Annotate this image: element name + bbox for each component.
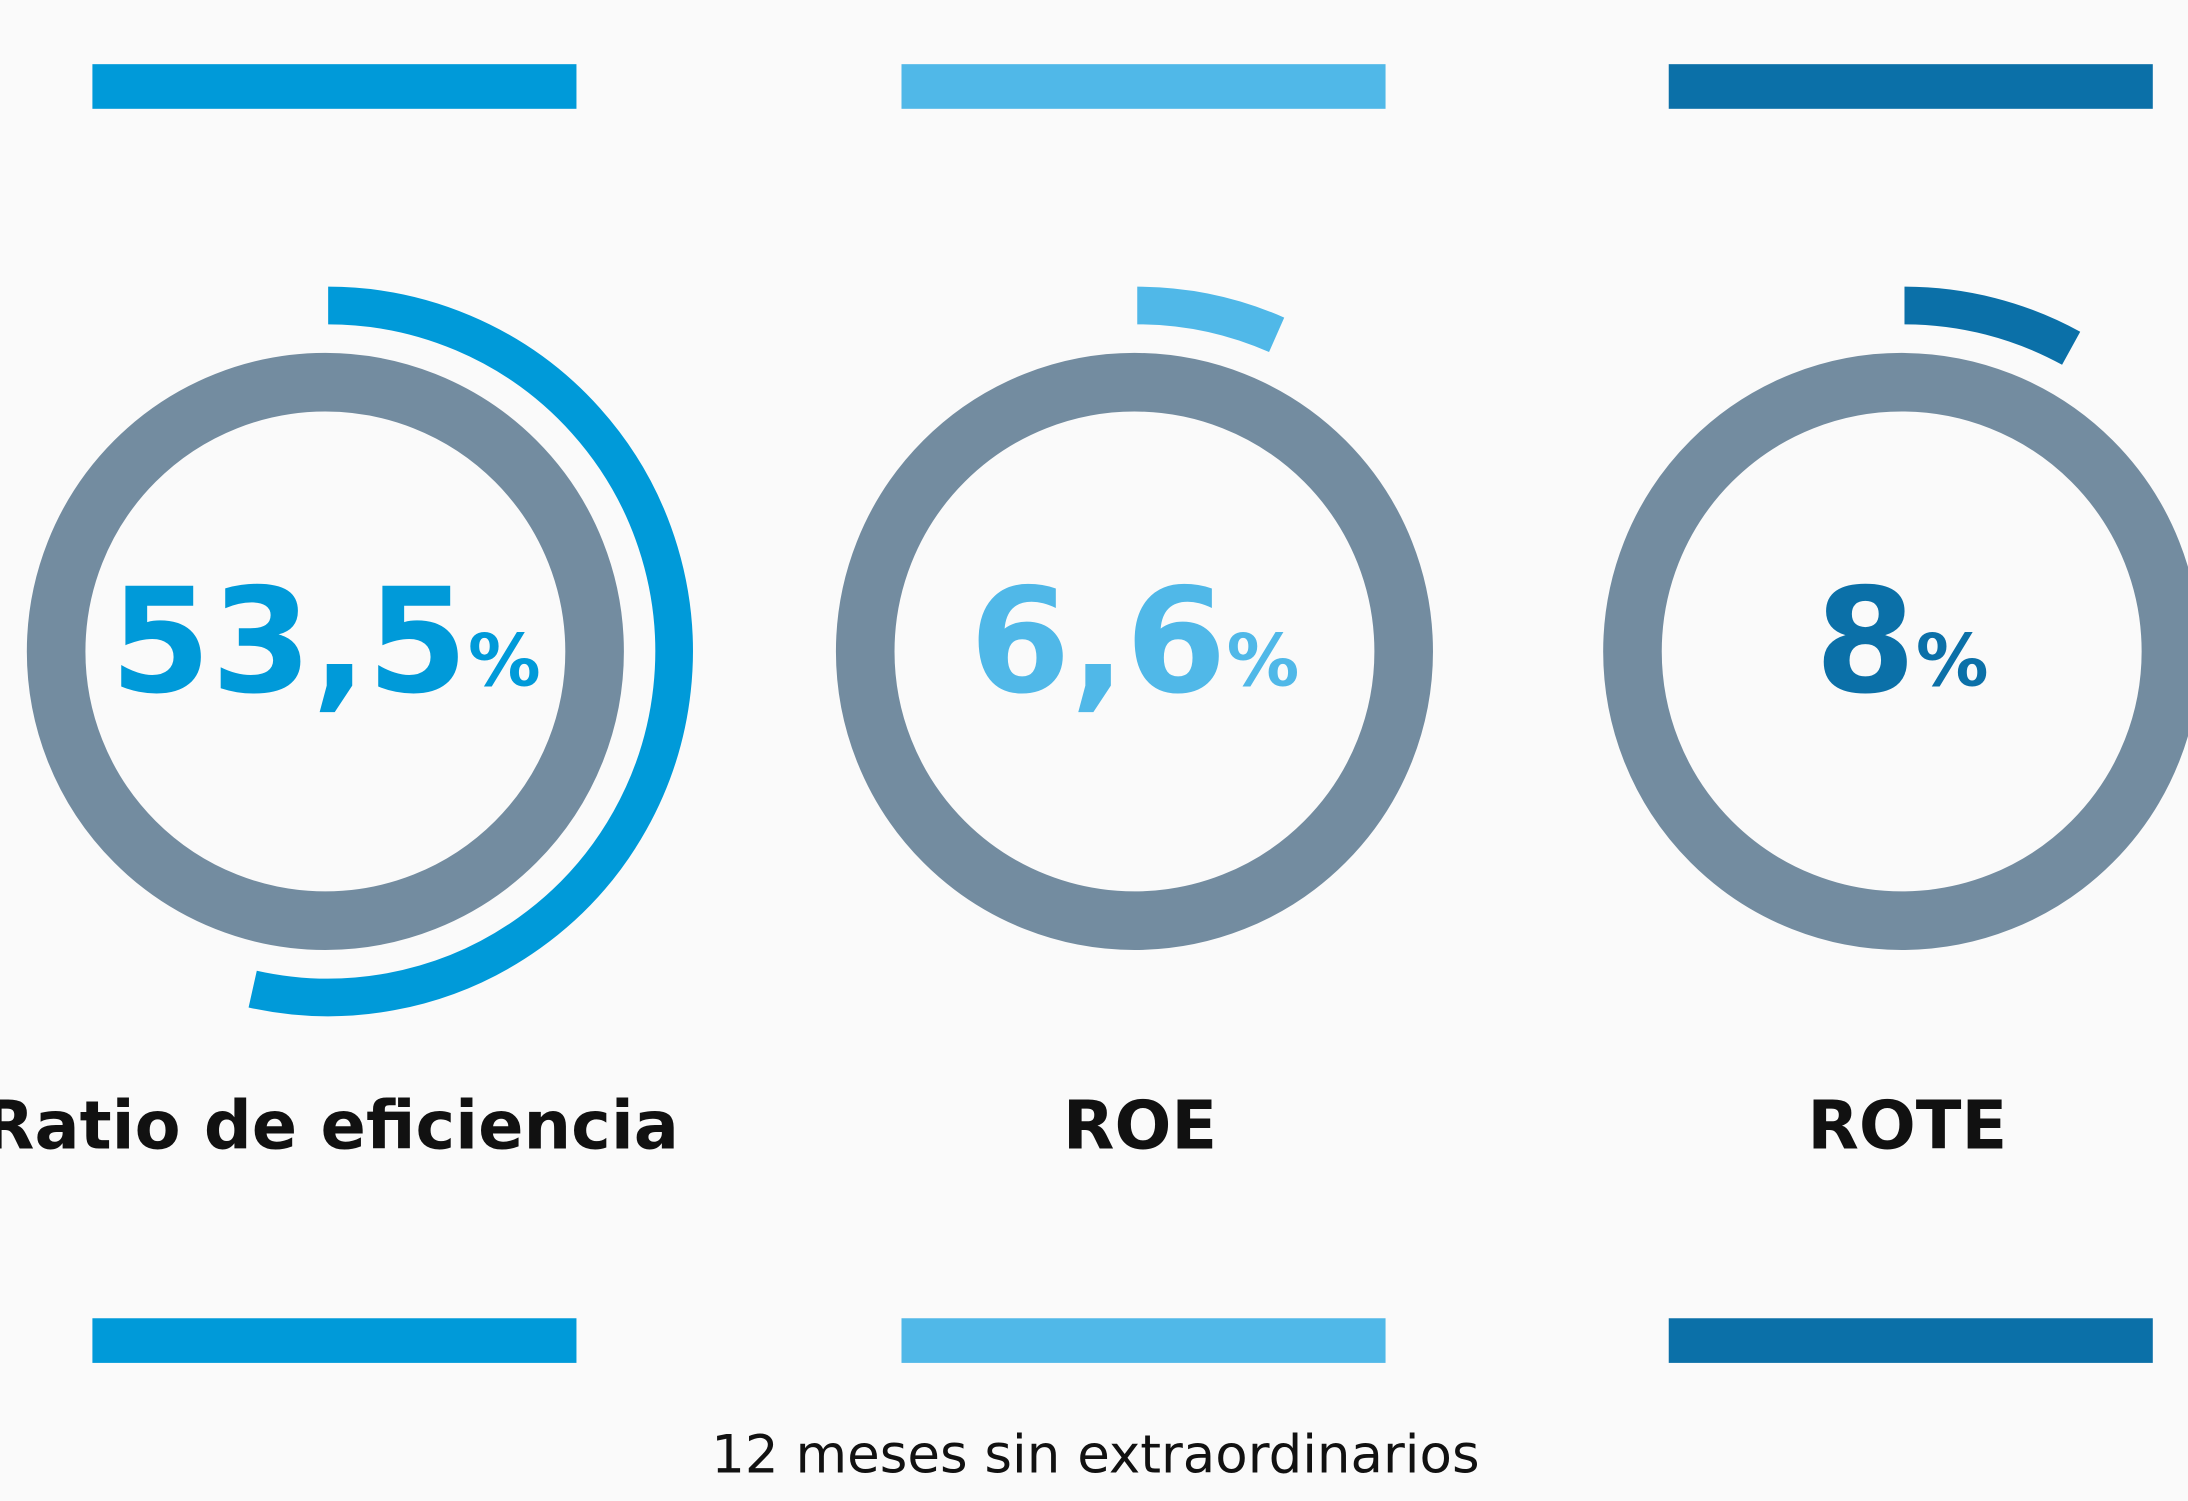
gauge-value: 8%: [1815, 557, 1989, 726]
gauge-ring: [1603, 353, 2188, 950]
value-unit: %: [1227, 619, 1300, 703]
value-number: 6,6: [970, 557, 1227, 726]
accent-bar: [92, 64, 577, 109]
footnote: 12 meses sin extraordinarios: [711, 1424, 1479, 1485]
gauge-title: Ratio de eficiencia: [0, 1086, 679, 1164]
gauge-arc: [1904, 286, 2081, 365]
gauge-ring: [835, 352, 1433, 950]
gauge-title: ROTE: [1807, 1086, 2007, 1164]
accent-bar: [901, 1318, 1386, 1363]
gauge-value: 53,5%: [110, 557, 541, 726]
accent-bar: [1668, 1318, 2153, 1363]
gauge-arc: [248, 286, 693, 1017]
accent-bar: [92, 1318, 577, 1363]
gauge-ring: [26, 352, 624, 950]
gauge-value: 6,6%: [970, 557, 1300, 726]
gauge-title: ROE: [1063, 1086, 1217, 1164]
value-unit: %: [1916, 619, 1989, 703]
accent-bar: [1668, 64, 2153, 109]
gauge-arc: [1136, 286, 1285, 353]
accent-bar: [901, 64, 1386, 109]
value-number: 53,5: [110, 557, 468, 726]
value-unit: %: [468, 619, 541, 703]
value-number: 8: [1815, 557, 1916, 726]
